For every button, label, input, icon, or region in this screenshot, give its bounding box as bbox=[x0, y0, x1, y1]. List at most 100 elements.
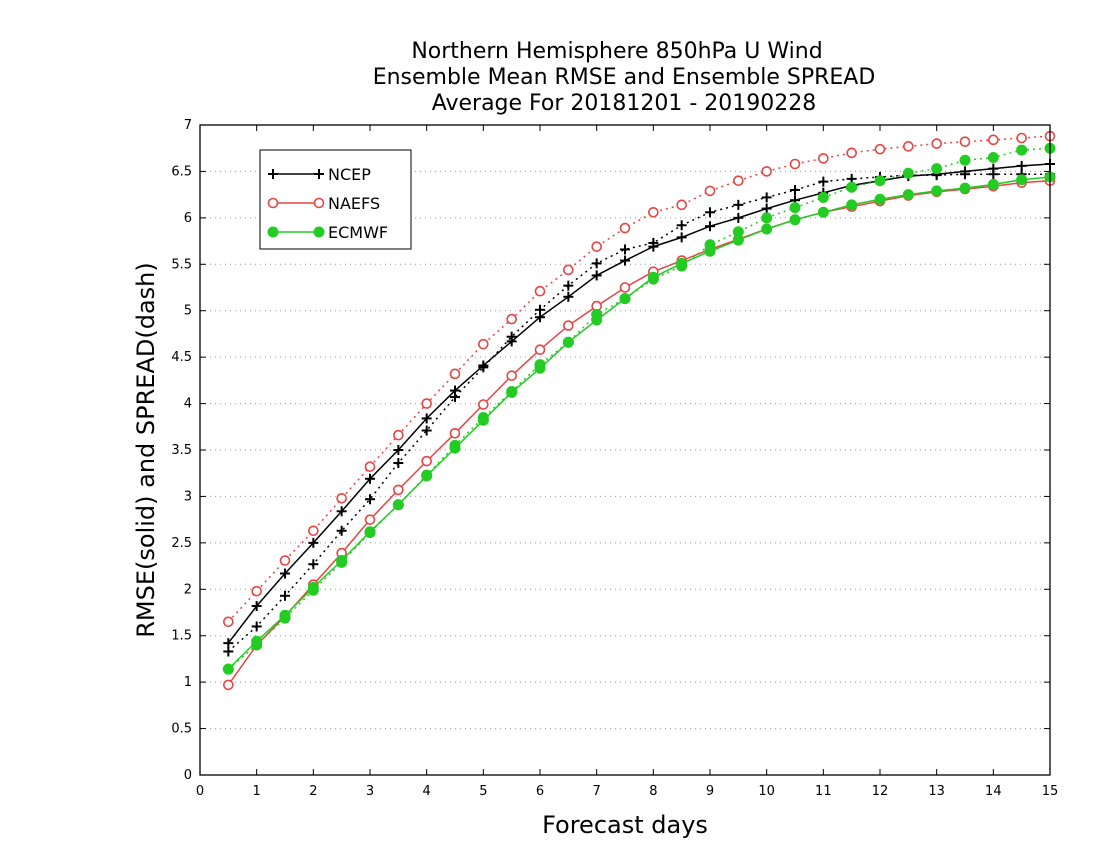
naefs-spread-point bbox=[591, 241, 602, 252]
legend-marker bbox=[268, 169, 278, 179]
ecmwf-rmse-point bbox=[364, 526, 376, 538]
ncep-rmse-point bbox=[620, 255, 630, 266]
ecmwf-rmse-point bbox=[902, 189, 914, 201]
ecmwf-spread-point bbox=[789, 202, 801, 214]
y-tick-label: 3 bbox=[184, 489, 192, 504]
legend-label: NCEP bbox=[328, 165, 371, 184]
x-tick-label: 8 bbox=[649, 784, 657, 799]
x-tick-label: 10 bbox=[758, 784, 775, 799]
naefs-spread-point bbox=[393, 429, 404, 441]
ecmwf-spread-point bbox=[959, 154, 971, 166]
naefs-spread-point bbox=[478, 338, 489, 350]
x-tick-label: 11 bbox=[815, 784, 832, 799]
legend-item-ecmwf: ECMWF bbox=[267, 223, 388, 242]
ecmwf-rmse-point bbox=[534, 362, 546, 374]
naefs-spread-point bbox=[279, 555, 291, 566]
naefs-spread-point bbox=[959, 136, 971, 148]
ecmwf-spread-point bbox=[846, 181, 858, 193]
ecmwf-rmse-point bbox=[336, 555, 348, 566]
naefs-rmse-line bbox=[227, 179, 1051, 686]
x-tick-label: 15 bbox=[1042, 784, 1059, 799]
naefs-spread-point bbox=[846, 147, 857, 159]
x-tick-label: 5 bbox=[479, 784, 487, 799]
y-tick-label: 2 bbox=[184, 582, 192, 597]
y-tick-label: 0.5 bbox=[171, 722, 192, 737]
y-tick-label: 3.5 bbox=[171, 443, 192, 458]
ecmwf-rmse-point bbox=[647, 271, 659, 283]
ncep-rmse-point bbox=[393, 445, 404, 455]
ncep-rmse-point bbox=[960, 166, 970, 177]
ncep-rmse-point bbox=[421, 413, 432, 424]
y-tick-label: 7 bbox=[184, 118, 192, 133]
ncep-spread-line bbox=[227, 173, 1050, 653]
ecmwf-rmse-point bbox=[279, 609, 291, 621]
ncep-spread-point bbox=[336, 525, 347, 536]
x-tick-label: 2 bbox=[309, 784, 317, 799]
ecmwf-spread-point bbox=[987, 152, 999, 163]
legend-marker bbox=[267, 197, 279, 209]
x-tick-label: 14 bbox=[985, 784, 1002, 799]
naefs-rmse-point bbox=[223, 679, 234, 691]
x-tick-label: 4 bbox=[423, 784, 431, 799]
series-ecmwf bbox=[222, 142, 1056, 675]
ncep-rmse-point bbox=[478, 360, 489, 371]
series-layer bbox=[222, 130, 1056, 691]
chart-title-line-1: Northern Hemisphere 850hPa U Wind bbox=[411, 39, 822, 64]
y-axis-label: RMSE(solid) and SPREAD(dash) bbox=[132, 262, 160, 638]
naefs-spread-point bbox=[251, 585, 262, 597]
naefs-spread-point bbox=[789, 158, 801, 170]
x-tick-label: 1 bbox=[253, 784, 261, 799]
legend-marker bbox=[313, 226, 325, 238]
ecmwf-spread-point bbox=[874, 175, 886, 187]
naefs-spread-point bbox=[761, 166, 772, 177]
naefs-spread-point bbox=[534, 285, 546, 297]
naefs-spread-point bbox=[648, 206, 659, 218]
naefs-rmse-point bbox=[534, 344, 546, 356]
ncep-rmse-point bbox=[563, 291, 574, 302]
naefs-spread-point bbox=[931, 138, 942, 149]
x-tick-label: 7 bbox=[593, 784, 601, 799]
ecmwf-spread-point bbox=[817, 191, 829, 203]
naefs-spread-point bbox=[874, 143, 886, 155]
x-axis: 0 1 2 3 4 5 6 7 8 9 10 11 12 13 14 15 bbox=[196, 125, 1058, 799]
ncep-spread-point bbox=[421, 425, 432, 436]
ecmwf-rmse-point bbox=[251, 635, 263, 647]
naefs-spread-line bbox=[227, 135, 1051, 623]
chart-title-line-3: Average For 20181201 - 20190228 bbox=[432, 91, 817, 116]
naefs-spread-point bbox=[619, 222, 631, 234]
naefs-rmse-point bbox=[449, 427, 461, 439]
y-tick-label: 6.5 bbox=[171, 164, 192, 179]
x-tick-label: 0 bbox=[196, 784, 204, 799]
ecmwf-rmse-point bbox=[846, 199, 858, 211]
ecmwf-rmse-point bbox=[676, 257, 688, 269]
ecmwf-rmse-point bbox=[732, 234, 744, 246]
legend-label: NAEFS bbox=[328, 194, 380, 213]
naefs-spread-point bbox=[223, 616, 234, 628]
ncep-spread-point bbox=[308, 559, 319, 570]
naefs-spread-point bbox=[336, 492, 347, 504]
ecmwf-rmse-point bbox=[421, 470, 433, 482]
naefs-spread-point bbox=[1016, 132, 1027, 144]
ncep-rmse-point bbox=[365, 473, 375, 484]
legend-marker bbox=[267, 226, 279, 238]
y-tick-label: 0 bbox=[184, 768, 192, 783]
ecmwf-rmse-point bbox=[562, 336, 574, 348]
ncep-rmse-point bbox=[251, 601, 262, 611]
ncep-rmse-point bbox=[733, 212, 744, 223]
ncep-spread-point bbox=[365, 494, 375, 505]
legend: NCEP NAEFS ECMWF bbox=[259, 149, 412, 250]
ecmwf-rmse-point bbox=[987, 178, 999, 190]
legend-item-naefs: NAEFS bbox=[267, 194, 380, 213]
naefs-rmse-point bbox=[421, 455, 432, 467]
ecmwf-rmse-point bbox=[1016, 174, 1028, 186]
y-tick-label: 1.5 bbox=[171, 629, 192, 644]
ncep-spread-point bbox=[223, 646, 234, 657]
ecmwf-spread-point bbox=[1016, 144, 1028, 156]
ecmwf-rmse-point bbox=[449, 442, 461, 454]
legend-label: ECMWF bbox=[328, 223, 388, 242]
ncep-rmse-point bbox=[988, 163, 999, 174]
naefs-spread-point bbox=[449, 368, 461, 380]
ncep-rmse-point bbox=[450, 385, 460, 396]
x-tick-label: 9 bbox=[706, 784, 714, 799]
